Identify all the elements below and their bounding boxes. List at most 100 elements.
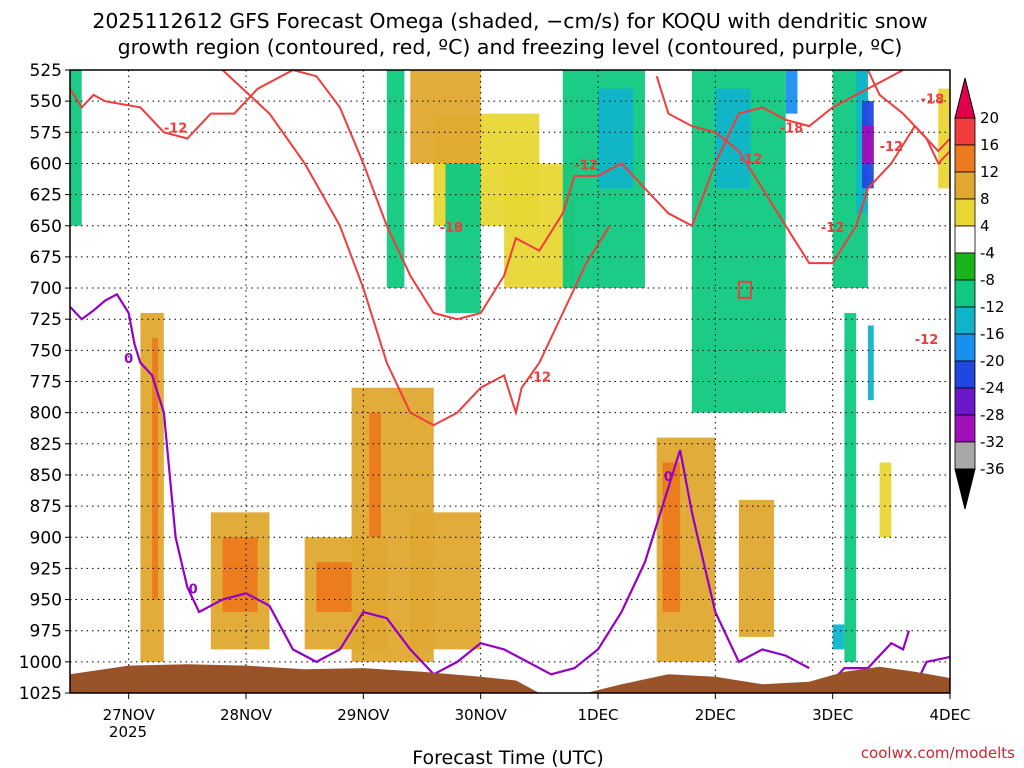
colorbar-bottom-arrow (954, 468, 976, 510)
dendritic-contour-label: -12 (739, 152, 763, 167)
colorbar-swatch (954, 198, 976, 227)
y-tick-label: 775 (30, 373, 62, 393)
x-tick-label: 29NOV (337, 706, 390, 724)
dendritic-contour-label: -18 (921, 93, 945, 108)
colorbar-swatch (954, 252, 976, 281)
colorbar-swatch (954, 360, 976, 389)
omega-patch (844, 312, 857, 662)
plot-area: -12 -12 -12 -12 -12 -12 -12 -18 -18 -18 0 0 0 (70, 70, 950, 693)
omega-patch (152, 337, 158, 600)
omega-patch (222, 537, 258, 613)
colorbar-label: -28 (980, 406, 1005, 424)
y-tick-label: 1000 (19, 653, 62, 673)
dendritic-contour-line (655, 75, 950, 265)
y-tick-label: 750 (30, 341, 62, 361)
terrain-fill (70, 664, 950, 693)
omega-patch (862, 126, 874, 164)
x-tick-label: 30NOV (455, 706, 508, 724)
y-tick-label: 575 (30, 123, 62, 143)
omega-patch (785, 70, 798, 114)
dendritic-contour-label: -12 (528, 371, 552, 386)
x-tick-label: 3DEC (812, 706, 853, 724)
y-tick-label: 875 (30, 497, 62, 517)
dendritic-contour-label: -12 (575, 159, 599, 174)
colorbar-label: -20 (980, 352, 1005, 370)
colorbar-label: -4 (980, 244, 995, 262)
colorbar-label: 4 (980, 217, 990, 235)
y-tick-label: 900 (30, 528, 62, 548)
colorbar-label: 16 (980, 136, 999, 154)
freezing-contour-label: 0 (189, 582, 198, 597)
dendritic-contours: -12 -12 -12 -12 -12 -12 -12 -18 -18 -18 (70, 70, 950, 427)
colorbar-swatch (954, 306, 976, 335)
omega-patch (867, 325, 874, 401)
x-axis: 27NOV 28NOV 29NOV 30NOV 1DEC 2DEC 3DEC 4DEC (103, 693, 971, 724)
freezing-contour-label: 0 (124, 352, 133, 367)
omega-patch (316, 562, 352, 613)
dendritic-contour-line (866, 70, 950, 166)
x-tick-label: 2DEC (695, 706, 736, 724)
y-tick-label: 600 (30, 154, 62, 174)
y-tick-label: 700 (30, 279, 62, 299)
y-tick-label: 950 (30, 591, 62, 611)
y-tick-label: 925 (30, 559, 62, 579)
dendritic-contour-small (737, 280, 752, 299)
dendritic-contour-label: -12 (880, 140, 904, 155)
colorbar-label: 20 (980, 109, 999, 127)
x-tick-label: 28NOV (220, 706, 273, 724)
colorbar-label: -36 (980, 460, 1005, 478)
y-tick-label: 725 (30, 310, 62, 330)
freezing-contour-label: 0 (664, 470, 673, 485)
dendritic-contour-label: -18 (440, 221, 464, 236)
colorbar-swatch (954, 414, 976, 443)
credit-text: coolwx.com/modelts (861, 744, 1015, 762)
dendritic-contour-line (70, 70, 904, 321)
omega-patch (410, 512, 481, 650)
omega-patch (445, 163, 481, 313)
colorbar-swatch (954, 333, 976, 362)
colorbar: 20 16 12 8 4 -4 -8 -12 -16 -20 -24 -28 -32 -36 (954, 77, 1005, 510)
omega-patch (738, 499, 774, 637)
dendritic-contour-label: -12 (915, 333, 939, 348)
dendritic-contour-label: -18 (780, 121, 804, 136)
y-tick-label: 825 (30, 435, 62, 455)
y-tick-label: 625 (30, 186, 62, 206)
colorbar-swatch (954, 387, 976, 416)
colorbar-swatch (954, 441, 976, 470)
colorbar-label: -24 (980, 379, 1005, 397)
omega-patch (662, 462, 681, 613)
chart-title-line2: growth region (contoured, red, ºC) and f… (118, 35, 903, 59)
omega-patch (410, 70, 481, 164)
colorbar-swatch (954, 171, 976, 200)
colorbar-swatch (954, 225, 976, 254)
colorbar-top-arrow (954, 77, 976, 119)
dendritic-contour-line (221, 70, 611, 427)
freezing-level-line (70, 292, 810, 676)
colorbar-swatch (954, 117, 976, 146)
x-tick-year: 2025 (109, 723, 147, 741)
colorbar-swatch (954, 144, 976, 173)
omega-patch (879, 462, 892, 538)
omega-patch (832, 624, 845, 650)
x-tick-label: 1DEC (577, 706, 618, 724)
dendritic-contour-label: -12 (821, 221, 845, 236)
omega-patch (70, 70, 82, 226)
y-tick-label: 650 (30, 217, 62, 237)
colorbar-label: -12 (980, 298, 1005, 316)
y-tick-label: 800 (30, 404, 62, 424)
y-tick-label: 975 (30, 622, 62, 642)
omega-patch (715, 88, 751, 189)
y-tick-label: 850 (30, 466, 62, 486)
chart-title-line1: 2025112612 GFS Forecast Omega (shaded, −… (92, 9, 927, 33)
colorbar-label: -8 (980, 271, 995, 289)
colorbar-label: -32 (980, 433, 1005, 451)
y-axis: 525 550 575 600 625 650 675 700 725 750 775 800 825 8… (19, 61, 70, 704)
x-tick-label: 27NOV (103, 706, 156, 724)
y-tick-label: 525 (30, 61, 62, 81)
omega-patch (369, 412, 381, 538)
colorbar-label: 8 (980, 190, 990, 208)
gridlines (70, 70, 950, 693)
dendritic-contour-label: -12 (164, 121, 188, 136)
x-tick-label: 4DEC (929, 706, 970, 724)
